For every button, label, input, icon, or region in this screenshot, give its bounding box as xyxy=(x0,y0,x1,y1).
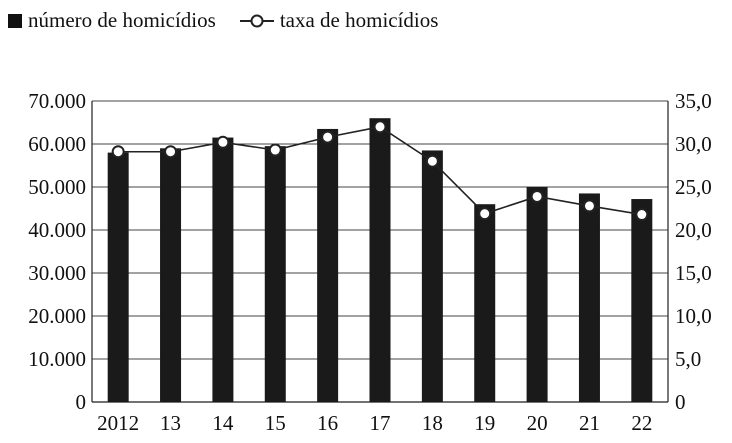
y-left-tick-label: 10.000 xyxy=(28,347,86,371)
y-right-tick-label: 30,0 xyxy=(675,132,712,156)
y-left-tick-label: 0 xyxy=(76,390,87,414)
y-right-tick-label: 10,0 xyxy=(675,304,712,328)
y-left-tick-label: 20.000 xyxy=(28,304,86,328)
y-left-tick-label: 70.000 xyxy=(28,89,86,113)
legend-item-line: taxa de homicídios xyxy=(239,8,439,33)
y-left-tick-label: 50.000 xyxy=(28,175,86,199)
x-tick-label: 2012 xyxy=(97,411,139,435)
bar-swatch-icon xyxy=(8,13,22,28)
bar xyxy=(160,148,182,402)
legend-line-label: taxa de homicídios xyxy=(279,8,439,32)
rate-point xyxy=(111,145,125,159)
rate-point xyxy=(530,189,544,203)
y-right-tick-label: 5,0 xyxy=(675,347,701,371)
bar xyxy=(474,204,496,402)
rate-point xyxy=(582,199,596,213)
x-tick-label: 19 xyxy=(474,411,495,435)
x-tick-label: 17 xyxy=(370,411,391,435)
y-left-tick-label: 40.000 xyxy=(28,218,86,242)
legend-item-bars: número de homicídios xyxy=(8,8,216,33)
legend-bars-label: número de homicídios xyxy=(28,8,216,32)
x-tick-label: 18 xyxy=(422,411,443,435)
y-right-tick-label: 0 xyxy=(675,390,686,414)
chart-legend: número de homicídios taxa de homicídios xyxy=(8,8,462,33)
bar xyxy=(317,128,339,402)
y-left-tick-label: 60.000 xyxy=(28,132,86,156)
bar xyxy=(421,150,443,402)
bar xyxy=(107,152,129,402)
x-tick-label: 20 xyxy=(527,411,548,435)
rate-point xyxy=(478,207,492,221)
y-right-tick-label: 25,0 xyxy=(675,175,712,199)
y-right-tick-label: 35,0 xyxy=(675,89,712,113)
x-tick-label: 21 xyxy=(579,411,600,435)
bar xyxy=(212,137,234,403)
line-marker-swatch-icon xyxy=(239,14,274,27)
x-tick-label: 22 xyxy=(631,411,652,435)
y-right-tick-label: 20,0 xyxy=(675,218,712,242)
bar xyxy=(631,199,653,402)
x-tick-label: 15 xyxy=(265,411,286,435)
rate-point xyxy=(216,135,230,149)
rate-point xyxy=(425,154,439,168)
x-tick-label: 13 xyxy=(160,411,181,435)
x-tick-label: 16 xyxy=(317,411,338,435)
rate-point xyxy=(164,145,178,159)
rate-point xyxy=(373,120,387,134)
rate-point xyxy=(635,208,649,222)
y-left-tick-label: 30.000 xyxy=(28,261,86,285)
bar xyxy=(264,146,286,402)
bar xyxy=(578,193,600,402)
bar xyxy=(369,118,391,402)
bar xyxy=(526,187,548,402)
rate-point xyxy=(268,143,282,157)
rate-point xyxy=(321,130,335,144)
y-right-tick-label: 15,0 xyxy=(675,261,712,285)
x-tick-label: 14 xyxy=(212,411,234,435)
